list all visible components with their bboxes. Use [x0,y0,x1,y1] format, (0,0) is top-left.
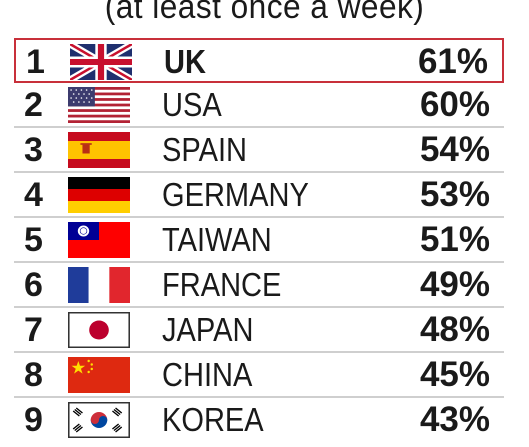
rank-label: 1 [26,43,45,81]
value-label: 51% [419,220,490,259]
table-row: 1 UK 61% [14,38,504,83]
rank-label: 8 [24,356,43,394]
germany-flag-icon [68,177,130,213]
korea-flag-icon [68,402,130,438]
table-row: 4 GERMANY 53% [14,173,504,218]
value-label: 45% [419,355,490,394]
table-row: 5 TAIWAN 51% [14,218,504,263]
spain-flag-icon [68,132,130,168]
country-label: USA [162,86,222,123]
rank-label: 9 [24,401,43,439]
table-row: 6 FRANCE 49% [14,263,504,308]
uk-flag-icon [70,44,132,80]
table-row: 2 [14,83,504,128]
china-flag-icon [68,357,130,393]
rank-label: 5 [24,221,43,259]
value-label: 53% [419,175,490,214]
ranking-table: 1 UK 61% 2 [14,38,504,443]
country-label: TAIWAN [162,221,272,258]
country-label: JAPAN [162,311,254,348]
country-label: GERMANY [162,176,309,213]
value-label: 43% [419,400,490,439]
value-label: 49% [419,265,490,304]
value-label: 48% [419,310,490,349]
country-label: KOREA [162,401,264,438]
chart-subtitle: (at least once a week) [104,0,425,26]
table-row: 7 JAPAN 48% [14,308,504,353]
table-row: 9 KOREA 43% [14,398,504,443]
rank-label: 6 [24,266,43,304]
country-label: FRANCE [162,266,282,303]
taiwan-flag-icon [68,222,130,258]
japan-flag-icon [68,312,130,348]
value-label: 60% [419,85,490,124]
france-flag-icon [68,267,130,303]
country-label: SPAIN [162,131,248,168]
rank-label: 4 [24,176,43,214]
value-label: 61% [417,42,488,81]
value-label: 54% [419,130,490,169]
rank-label: 2 [24,86,43,124]
table-row: 8 CHINA 45% [14,353,504,398]
country-label: UK [164,43,206,80]
country-label: CHINA [162,356,253,393]
table-row: 3 SPAIN 54% [14,128,504,173]
rank-label: 3 [24,131,43,169]
usa-flag-icon [68,87,130,123]
rank-label: 7 [24,311,43,349]
